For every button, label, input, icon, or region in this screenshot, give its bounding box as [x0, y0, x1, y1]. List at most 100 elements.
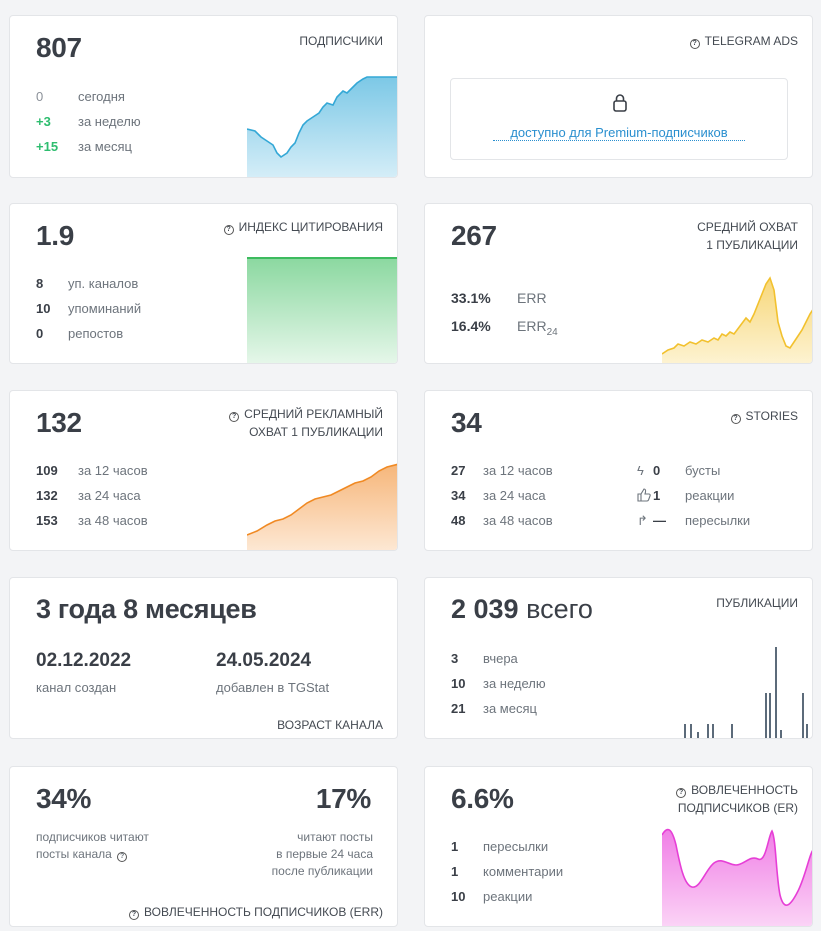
stat-label: реакции — [483, 889, 533, 904]
stat-value: 1 — [653, 488, 661, 503]
added-label: добавлен в TGStat — [216, 680, 330, 695]
stat-subscript: 24 — [546, 326, 558, 338]
stat-row-comments: 1 комментарии — [451, 859, 563, 884]
ad-reach-label: ? СРЕДНИЙ РЕКЛАМНЫЙ ОХВАТ 1 ПУБЛИКАЦИИ — [229, 405, 383, 441]
stat-label: за 12 часов — [483, 463, 553, 478]
subscribers-count: 807 — [36, 32, 82, 63]
stat-label: вчера — [483, 651, 518, 666]
stat-label: за 24 часа — [483, 488, 546, 503]
stat-row-err24: 16.4% ERR24 — [451, 314, 558, 345]
stat-label: уп. каналов — [68, 276, 139, 291]
avg-reach-card[interactable]: 267 СРЕДНИЙ ОХВАТ 1 ПУБЛИКАЦИИ 33.1% ERR … — [424, 203, 813, 364]
stat-label: реакции — [685, 488, 735, 503]
stat-value: 0 — [36, 89, 44, 104]
er-card[interactable]: 6.6% ? ВОВЛЕЧЕННОСТЬ ПОДПИСЧИКОВ (ER) 1 пе… — [424, 766, 813, 927]
stat-label: упоминаний — [68, 301, 142, 316]
help-icon[interactable]: ? — [676, 788, 687, 798]
stat-row-forwards: 1 пересылки — [451, 834, 548, 859]
avg-reach-sparkline — [662, 276, 812, 363]
stat-value: +3 — [36, 114, 51, 129]
er-sparkline — [662, 828, 812, 926]
ad-reach-card[interactable]: 132 ? СРЕДНИЙ РЕКЛАМНЫЙ ОХВАТ 1 ПУБЛИКАЦИ… — [9, 390, 398, 551]
stat-label: за 12 часов — [78, 463, 148, 478]
created-date: 02.12.2022 — [36, 650, 132, 671]
err-card[interactable]: 34% подписчиков читают посты канала ? 17… — [9, 766, 398, 927]
stat-row-month: +15 за месяц — [36, 134, 132, 159]
stat-value: 27 — [451, 463, 466, 478]
stat-label: ERR — [517, 318, 547, 334]
stat-value: — — [653, 513, 666, 528]
subscribers-sparkline — [247, 76, 397, 177]
created-label: канал создан — [36, 680, 117, 695]
stat-label: за месяц — [78, 139, 132, 154]
stat-row-channels: 8 уп. каналов — [36, 271, 138, 296]
lightning-icon: ϟ — [637, 463, 644, 478]
ad-reach-value: 132 — [36, 407, 82, 438]
err-right-value: 17% — [315, 783, 371, 814]
stat-value: 8 — [36, 276, 44, 291]
help-icon[interactable]: ? — [730, 414, 741, 424]
added-date: 24.05.2024 — [216, 650, 312, 671]
telegram-ads-label: ? TELEGRAM ADS — [689, 32, 798, 50]
err-label: ? ВОВЛЕЧЕННОСТЬ ПОДПИСЧИКОВ (ERR) — [129, 903, 383, 921]
stat-row-24h: 132 за 24 часа — [36, 483, 141, 508]
channel-age-label: ВОЗРАСТ КАНАЛА — [277, 718, 383, 732]
lock-icon — [613, 94, 627, 112]
stat-row-month: 21 за месяц — [451, 696, 537, 721]
stat-value: 1 — [451, 839, 459, 854]
telegram-ads-card: ? TELEGRAM ADS доступно для Premium-подпи… — [424, 15, 813, 178]
ad-reach-sparkline — [247, 463, 397, 550]
stat-label: за 48 часов — [483, 513, 553, 528]
channel-age-value: 3 года 8 месяцев — [36, 594, 257, 624]
stat-label: ERR — [517, 290, 547, 306]
publications-card[interactable]: 2 039 всего ПУБЛИКАЦИИ 3 вчера 10 за недел… — [424, 577, 813, 739]
citation-index-label: ? ИНДЕКС ЦИТИРОВАНИЯ — [223, 218, 383, 236]
stat-value: 34 — [451, 488, 466, 503]
stat-value: 10 — [451, 889, 466, 904]
stat-label: за месяц — [483, 701, 537, 716]
stat-row-today: 0 сегодня — [36, 84, 125, 109]
stat-row-week: 10 за неделю — [451, 671, 546, 696]
stat-value: 153 — [36, 513, 58, 528]
err-right-caption: читают посты в первые 24 часа после публ… — [271, 830, 373, 878]
stat-row-12h: 27 за 12 часов — [451, 458, 553, 483]
stat-row-boosts: ϟ 0 бусты — [637, 458, 720, 483]
channel-age-card[interactable]: 3 года 8 месяцев 02.12.2022 канал создан… — [9, 577, 398, 739]
stat-value: 21 — [451, 701, 466, 716]
premium-link[interactable]: доступно для Premium-подписчиков — [493, 125, 745, 141]
premium-lock-box[interactable]: доступно для Premium-подписчиков — [450, 78, 788, 160]
stories-label: ? STORIES — [730, 407, 798, 425]
share-arrow-icon: ↱ — [637, 513, 648, 528]
stat-value: 3 — [451, 651, 459, 666]
publications-bar-chart — [684, 647, 808, 738]
stat-value: 109 — [36, 463, 58, 478]
stat-value: 48 — [451, 513, 466, 528]
subscribers-card[interactable]: 807 ПОДПИСЧИКИ 0 сегодня +3 за неделю +15 з… — [9, 15, 398, 178]
citation-index-card[interactable]: 1.9 ? ИНДЕКС ЦИТИРОВАНИЯ 8 уп. каналов 10 у… — [9, 203, 398, 364]
stat-row-reactions: 10 реакции — [451, 884, 532, 909]
stat-row-reactions: 1 реакции — [637, 483, 734, 508]
citation-index-value: 1.9 — [36, 220, 75, 251]
stat-label: пересылки — [483, 839, 549, 854]
avg-reach-label: СРЕДНИЙ ОХВАТ 1 ПУБЛИКАЦИИ — [697, 220, 798, 252]
stat-row-48h: 153 за 48 часов — [36, 508, 148, 533]
stat-label: за 48 часов — [78, 513, 148, 528]
help-icon[interactable]: ? — [229, 412, 240, 422]
stories-card[interactable]: 34 ? STORIES 27 за 12 часов 34 за 24 часа 4… — [424, 390, 813, 551]
err-left-caption: подписчиков читают посты канала ? — [36, 830, 149, 862]
stat-value: 33.1% — [451, 290, 491, 306]
stat-value: 16.4% — [451, 318, 491, 334]
stat-label: пересылки — [685, 513, 751, 528]
help-icon[interactable]: ? — [129, 910, 140, 920]
stat-row-reposts: 0 репостов — [36, 321, 123, 346]
stat-value: 132 — [36, 488, 58, 503]
stat-row-week: +3 за неделю — [36, 109, 141, 134]
stat-row-12h: 109 за 12 часов — [36, 458, 148, 483]
stat-label: комментарии — [483, 864, 564, 879]
help-icon[interactable]: ? — [689, 39, 700, 49]
stat-row-mentions: 10 упоминаний — [36, 296, 141, 321]
help-icon[interactable]: ? — [117, 852, 128, 862]
publications-total: 2 039 всего — [451, 594, 593, 624]
stat-label: сегодня — [78, 89, 125, 104]
help-icon[interactable]: ? — [223, 225, 234, 235]
